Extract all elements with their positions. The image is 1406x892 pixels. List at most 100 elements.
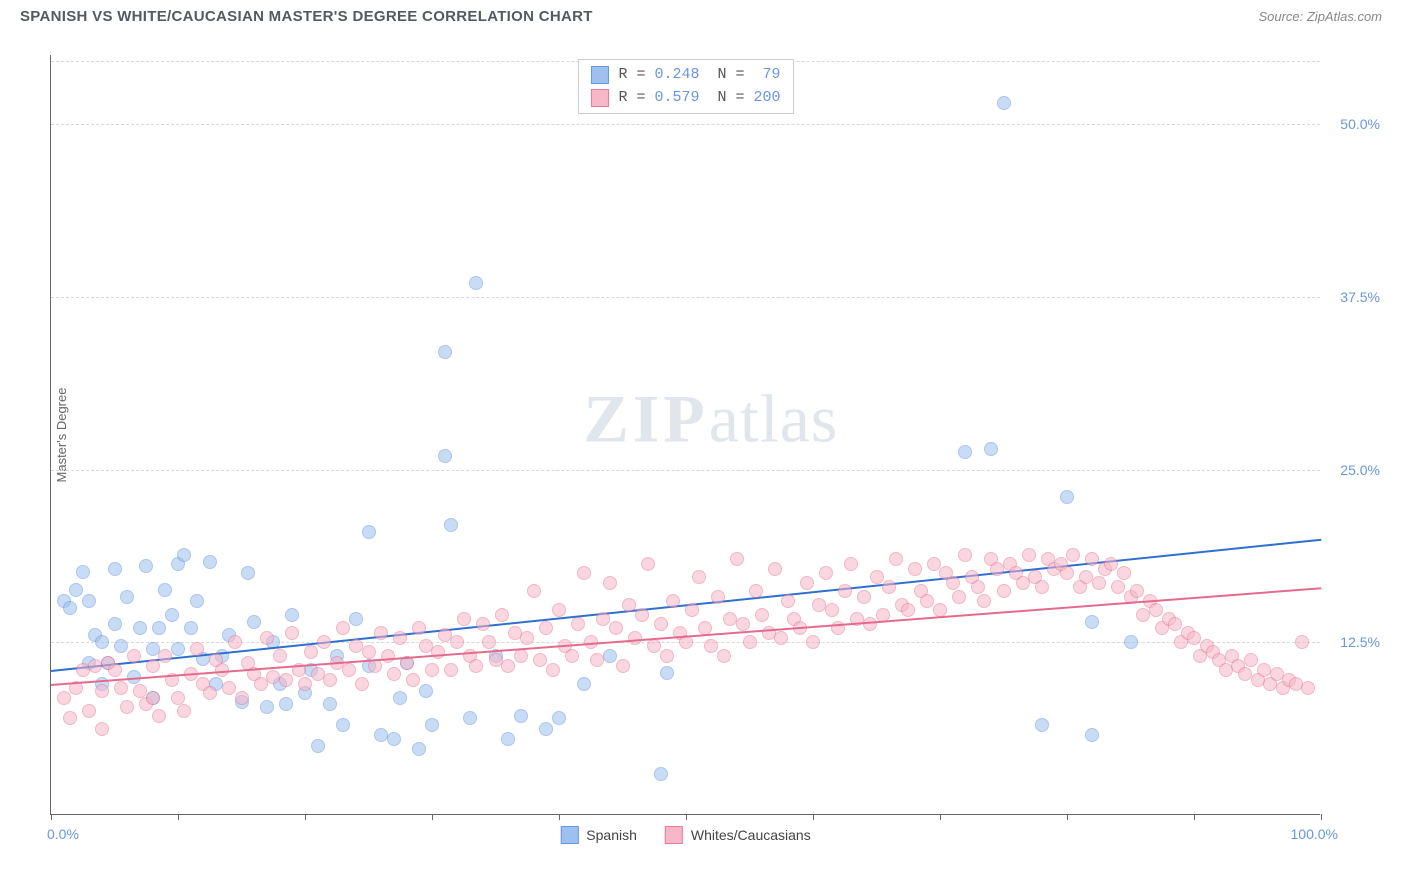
scatter-point bbox=[469, 659, 483, 673]
scatter-point bbox=[571, 617, 585, 631]
scatter-point bbox=[1085, 552, 1099, 566]
scatter-point bbox=[1168, 617, 1182, 631]
scatter-point bbox=[717, 649, 731, 663]
scatter-point bbox=[241, 566, 255, 580]
scatter-point bbox=[266, 670, 280, 684]
chart-title: SPANISH VS WHITE/CAUCASIAN MASTER'S DEGR… bbox=[20, 8, 593, 25]
scatter-point bbox=[946, 576, 960, 590]
scatter-point bbox=[1035, 580, 1049, 594]
scatter-point bbox=[501, 659, 515, 673]
scatter-point bbox=[57, 691, 71, 705]
scatter-point bbox=[317, 635, 331, 649]
y-tick-label: 50.0% bbox=[1340, 116, 1380, 132]
scatter-point bbox=[768, 562, 782, 576]
scatter-point bbox=[482, 635, 496, 649]
scatter-point bbox=[285, 608, 299, 622]
scatter-point bbox=[273, 649, 287, 663]
chart-header: SPANISH VS WHITE/CAUCASIAN MASTER'S DEGR… bbox=[0, 0, 1406, 29]
grid-line bbox=[51, 297, 1320, 298]
scatter-point bbox=[596, 612, 610, 626]
scatter-point bbox=[577, 677, 591, 691]
scatter-point bbox=[838, 584, 852, 598]
scatter-point bbox=[152, 709, 166, 723]
scatter-point bbox=[641, 557, 655, 571]
series-legend-item: Whites/Caucasians bbox=[665, 826, 811, 844]
scatter-point bbox=[825, 603, 839, 617]
scatter-point bbox=[647, 639, 661, 653]
scatter-point bbox=[393, 691, 407, 705]
scatter-point bbox=[69, 583, 83, 597]
scatter-point bbox=[349, 612, 363, 626]
scatter-point bbox=[108, 663, 122, 677]
x-tick-label: 0.0% bbox=[47, 826, 79, 842]
scatter-point bbox=[635, 608, 649, 622]
scatter-point bbox=[171, 642, 185, 656]
scatter-point bbox=[177, 548, 191, 562]
chart-area: Master's Degree ZIPatlas 12.5%25.0%37.5%… bbox=[50, 55, 1320, 815]
scatter-point bbox=[419, 684, 433, 698]
scatter-point bbox=[362, 525, 376, 539]
scatter-point bbox=[177, 704, 191, 718]
scatter-point bbox=[247, 615, 261, 629]
scatter-point bbox=[152, 621, 166, 635]
scatter-point bbox=[120, 700, 134, 714]
scatter-point bbox=[806, 635, 820, 649]
scatter-point bbox=[603, 576, 617, 590]
legend-stats-text: R = 0.248 N = 79 bbox=[618, 64, 780, 87]
y-tick-label: 12.5% bbox=[1340, 634, 1380, 650]
y-tick-label: 37.5% bbox=[1340, 289, 1380, 305]
scatter-point bbox=[514, 649, 528, 663]
legend-swatch bbox=[560, 826, 578, 844]
legend-label: Spanish bbox=[586, 827, 637, 843]
x-tick bbox=[305, 814, 306, 820]
scatter-point bbox=[692, 570, 706, 584]
scatter-point bbox=[1035, 718, 1049, 732]
scatter-point bbox=[114, 639, 128, 653]
scatter-point bbox=[203, 555, 217, 569]
scatter-point bbox=[336, 621, 350, 635]
scatter-point bbox=[1130, 584, 1144, 598]
stats-legend-row: R = 0.248 N = 79 bbox=[590, 64, 780, 87]
scatter-point bbox=[222, 681, 236, 695]
scatter-point bbox=[1060, 490, 1074, 504]
scatter-point bbox=[381, 649, 395, 663]
x-tick-label: 100.0% bbox=[1291, 826, 1338, 842]
scatter-point bbox=[920, 594, 934, 608]
scatter-point bbox=[82, 594, 96, 608]
scatter-point bbox=[76, 565, 90, 579]
scatter-point bbox=[666, 594, 680, 608]
x-tick bbox=[51, 814, 52, 820]
scatter-point bbox=[514, 709, 528, 723]
scatter-point bbox=[279, 673, 293, 687]
scatter-point bbox=[406, 673, 420, 687]
scatter-point bbox=[609, 621, 623, 635]
x-tick bbox=[1321, 814, 1322, 820]
scatter-point bbox=[527, 584, 541, 598]
scatter-point bbox=[546, 663, 560, 677]
scatter-point bbox=[590, 653, 604, 667]
scatter-point bbox=[927, 557, 941, 571]
grid-line bbox=[51, 124, 1320, 125]
series-legend: Spanish Whites/Caucasians bbox=[560, 826, 810, 844]
scatter-point bbox=[774, 631, 788, 645]
chart-source: Source: ZipAtlas.com bbox=[1258, 9, 1382, 24]
scatter-point bbox=[971, 580, 985, 594]
scatter-point bbox=[114, 681, 128, 695]
scatter-point bbox=[749, 584, 763, 598]
scatter-point bbox=[108, 562, 122, 576]
scatter-point bbox=[654, 617, 668, 631]
scatter-point bbox=[1092, 576, 1106, 590]
scatter-point bbox=[260, 700, 274, 714]
scatter-point bbox=[95, 684, 109, 698]
legend-swatch bbox=[665, 826, 683, 844]
scatter-point bbox=[882, 580, 896, 594]
x-tick bbox=[559, 814, 560, 820]
x-tick bbox=[1194, 814, 1195, 820]
scatter-point bbox=[165, 608, 179, 622]
scatter-point bbox=[743, 635, 757, 649]
scatter-point bbox=[997, 584, 1011, 598]
scatter-point bbox=[133, 621, 147, 635]
scatter-point bbox=[800, 576, 814, 590]
scatter-point bbox=[622, 598, 636, 612]
scatter-point bbox=[616, 659, 630, 673]
